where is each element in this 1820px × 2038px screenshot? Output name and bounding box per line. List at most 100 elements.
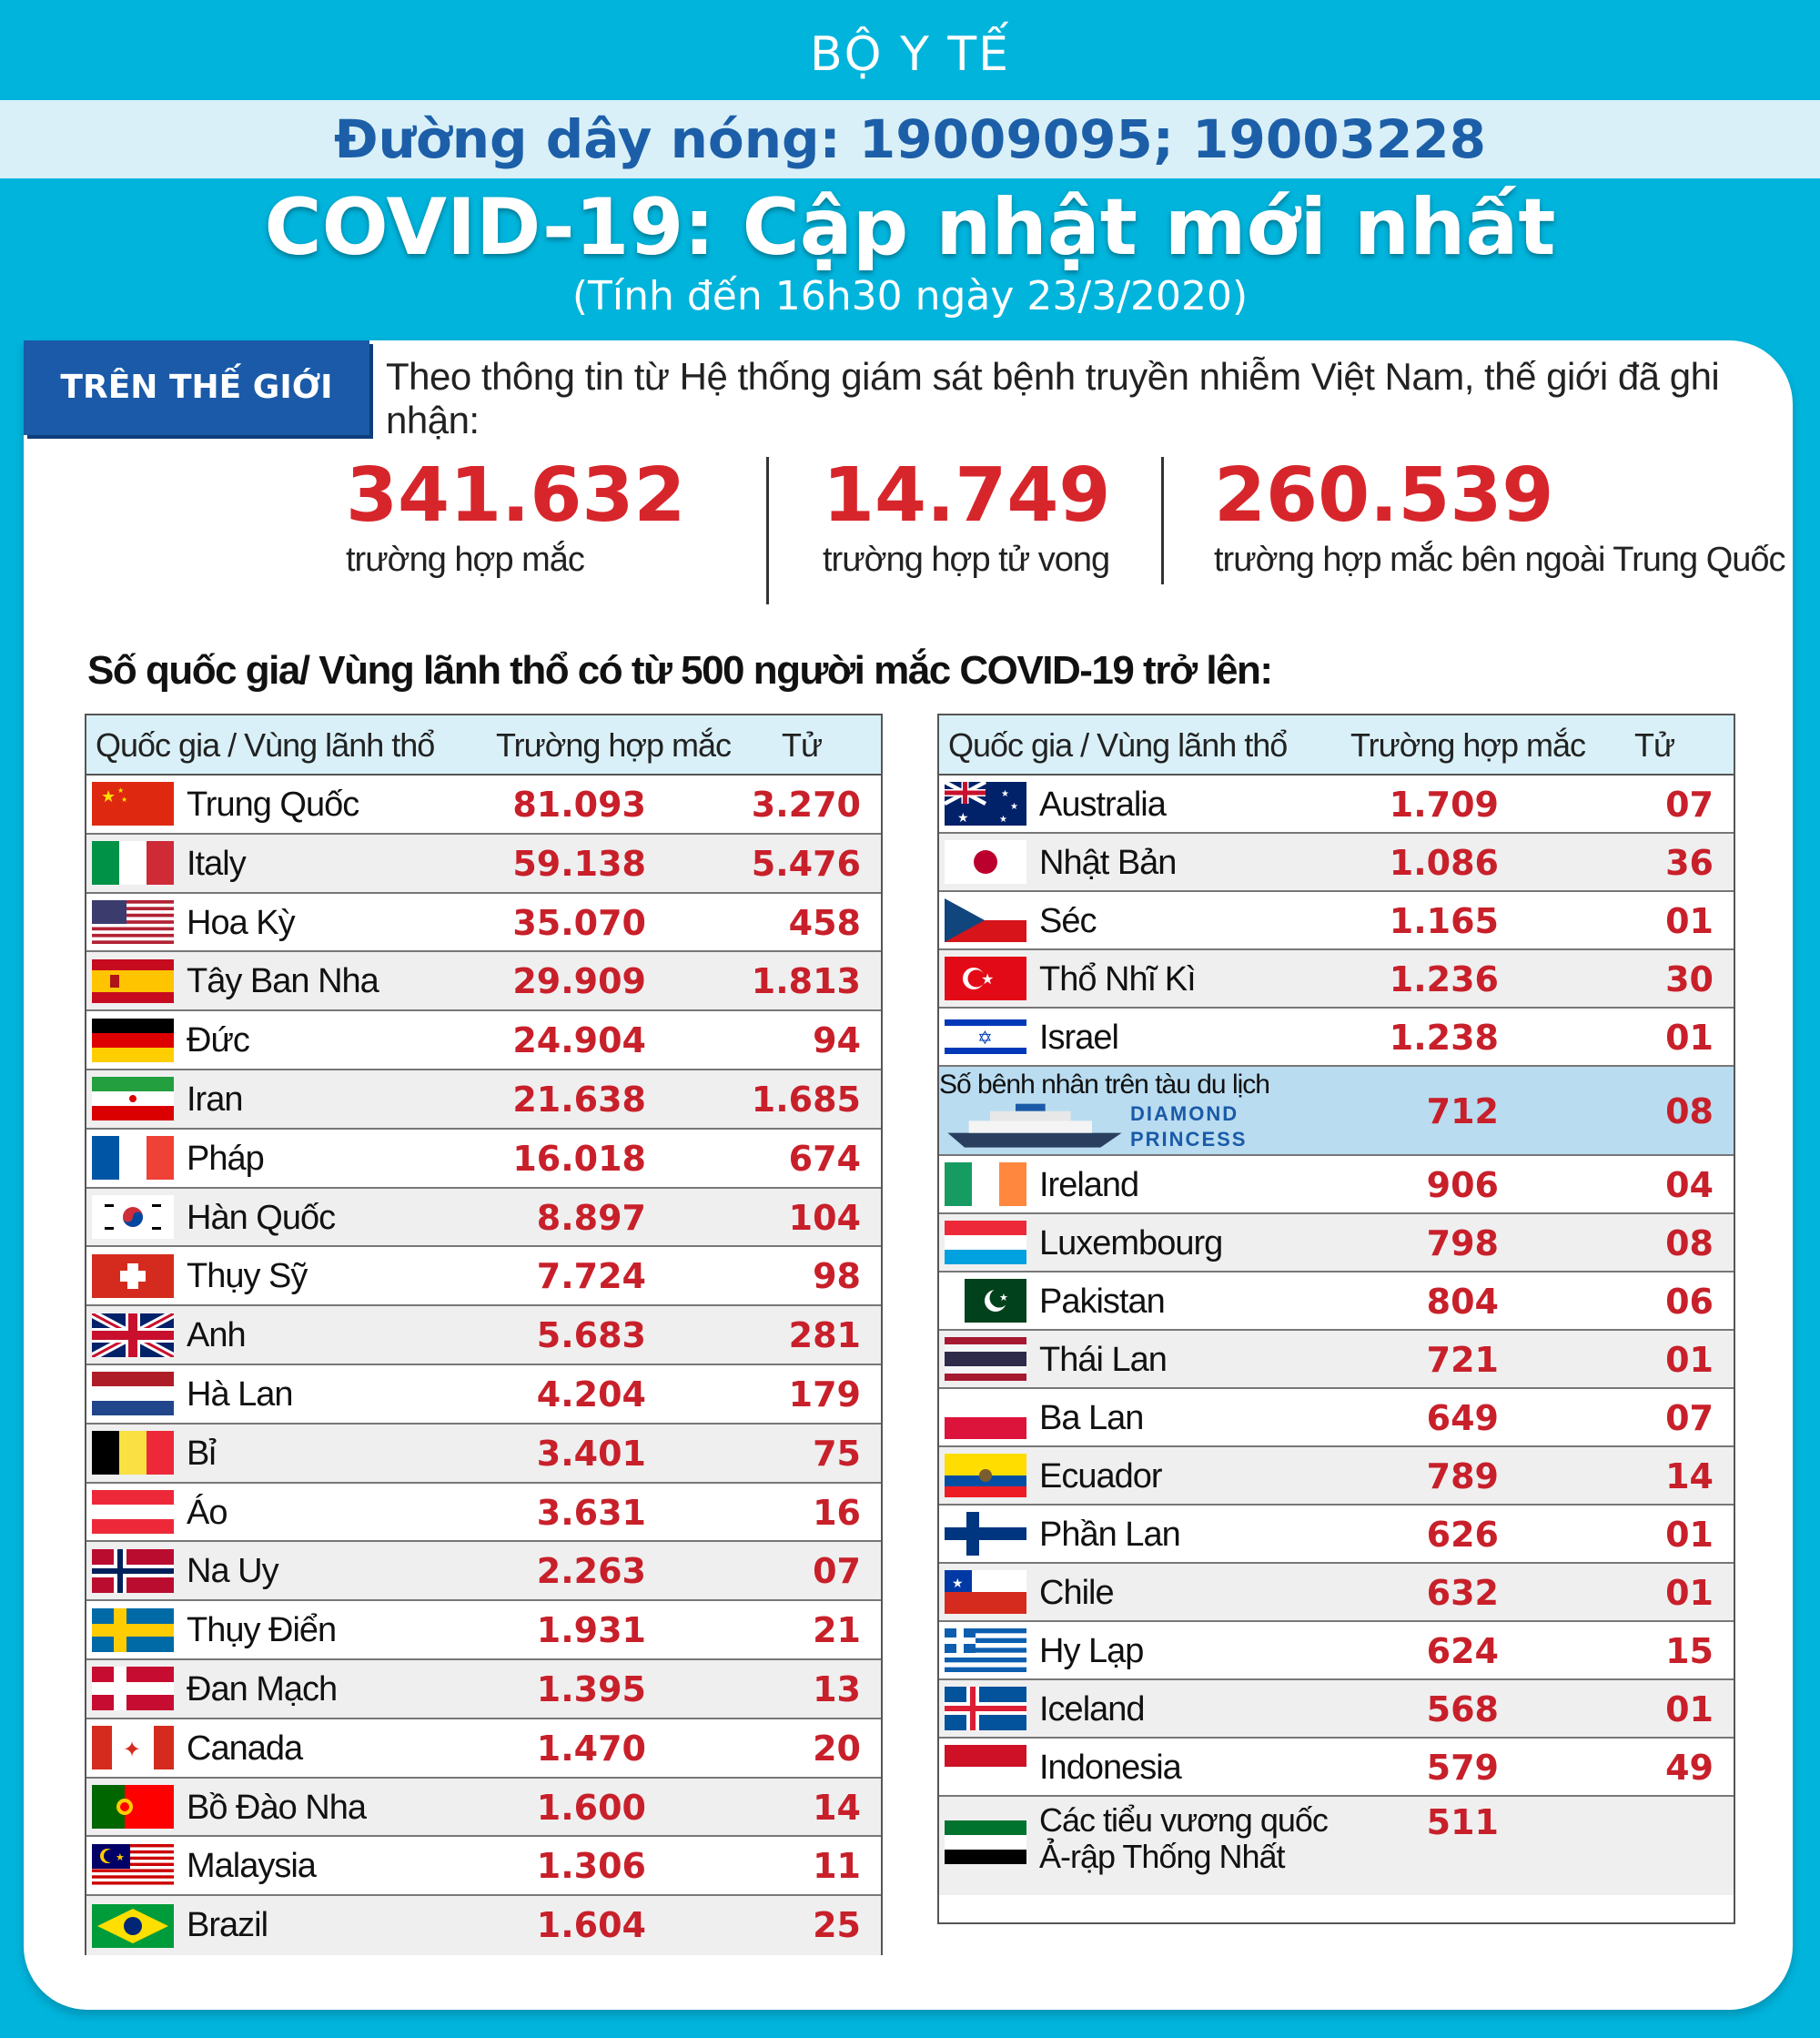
svg-text:★: ★ [1010, 802, 1018, 812]
case-count: 1.600 [536, 1787, 646, 1828]
table-row: Séc 1.165 01 [939, 892, 1734, 950]
header-cases: Trường hợp mắc [496, 726, 732, 764]
case-count: 1.604 [536, 1905, 646, 1946]
table-row: ★ Chile 632 01 [939, 1564, 1734, 1622]
death-count: 94 [813, 1020, 861, 1061]
table-row: Iceland 568 01 [939, 1680, 1734, 1739]
svg-text:✡: ✡ [977, 1029, 993, 1049]
country-name: Bồ Đào Nha [187, 1788, 367, 1827]
iceland-flag-icon [945, 1687, 1026, 1730]
country-name: Italy [187, 844, 247, 883]
table-row: Anh 5.683 281 [86, 1306, 881, 1365]
indonesia-flag-icon [945, 1745, 1026, 1789]
header-country: Quốc gia / Vùng lãnh thổ [948, 726, 1288, 764]
germany-flag-icon [92, 1018, 174, 1062]
case-count: 4.204 [536, 1374, 646, 1414]
death-count: 07 [1665, 1398, 1714, 1438]
iran-flag-icon [92, 1077, 174, 1121]
death-count: 01 [1665, 901, 1714, 941]
case-count: 1.165 [1389, 901, 1499, 941]
case-count: 1.306 [536, 1846, 646, 1887]
stat-outside-china: 260.539 trường hợp mắc bên ngoài Trung Q… [1214, 452, 1786, 583]
australia-flag-icon: ★★★★ [945, 782, 1026, 826]
israel-flag-icon: ✡ [945, 1015, 1026, 1059]
case-count: 1.709 [1389, 785, 1499, 825]
case-count: 8.897 [536, 1197, 646, 1238]
death-count: 75 [813, 1433, 861, 1474]
country-name: Malaysia [187, 1847, 317, 1886]
death-count: 11 [813, 1846, 861, 1887]
table-header: Quốc gia / Vùng lãnh thổ Trường hợp mắc … [86, 715, 881, 824]
case-count: 789 [1426, 1456, 1499, 1496]
death-count: 13 [813, 1668, 861, 1709]
svg-text:✦: ✦ [123, 1738, 141, 1762]
japan-flag-icon [945, 840, 1026, 884]
table-row: Số bệnh nhân trên tàu du lịch DIAMOND PRIN… [939, 1067, 1734, 1156]
divider [1161, 457, 1164, 584]
case-count: 3.631 [536, 1492, 646, 1533]
italy-flag-icon [92, 841, 174, 886]
country-name: Iceland [1039, 1690, 1146, 1729]
case-count: 568 [1426, 1689, 1499, 1729]
sweden-flag-icon [92, 1607, 174, 1652]
table-body: ★ ★ ★ ★ Australia 1.709 07 Nhật Bản 1.086 36 Séc 1.… [939, 776, 1734, 1895]
table-row: ✡ Israel 1.238 01 [939, 1009, 1734, 1067]
death-count: 25 [813, 1905, 861, 1946]
svg-text:★: ★ [957, 810, 969, 825]
death-count: 20 [813, 1728, 861, 1769]
case-count: 5.683 [536, 1315, 646, 1356]
country-name: Tây Ban Nha [187, 962, 379, 1001]
case-count: 7.724 [536, 1256, 646, 1297]
death-count: 30 [1665, 959, 1714, 999]
svg-text:★: ★ [999, 1293, 1008, 1303]
uk-flag-icon [92, 1313, 174, 1357]
svg-text:★: ★ [121, 796, 127, 804]
case-count: 21.638 [512, 1079, 646, 1120]
table-row: ★ ★ ★ ★ Australia 1.709 07 [939, 776, 1734, 834]
country-name: Ireland [1039, 1166, 1139, 1204]
death-count: 16 [813, 1492, 861, 1533]
brazil-flag-icon [92, 1903, 174, 1948]
table-row: Thái Lan 721 01 [939, 1331, 1734, 1389]
table-row: Đức 24.904 94 [86, 1011, 881, 1070]
netherlands-flag-icon [92, 1372, 174, 1416]
stat-label: trường hợp tử vong [823, 541, 1110, 579]
svg-text:★: ★ [101, 787, 116, 806]
case-count: 624 [1426, 1631, 1499, 1671]
table-row: Na Uy 2.263 07 [86, 1542, 881, 1602]
uae-flag-icon [945, 1820, 1026, 1864]
country-name: Đan Mạch [187, 1669, 338, 1708]
case-count: 81.093 [512, 785, 646, 825]
table-row: ★ Malaysia 1.306 11 [86, 1837, 881, 1897]
table-row: Hoa Kỳ 35.070 458 [86, 893, 881, 953]
ecuador-flag-icon [945, 1454, 1026, 1497]
divider [766, 457, 769, 604]
death-count: 36 [1665, 843, 1714, 883]
death-count: 49 [1665, 1748, 1714, 1788]
svg-text:★: ★ [116, 1852, 125, 1863]
table-row: Ireland 906 04 [939, 1156, 1734, 1214]
death-count: 1.813 [751, 961, 861, 1002]
death-count: 5.476 [751, 843, 861, 884]
case-count: 511 [1426, 1802, 1499, 1842]
death-count: 98 [813, 1256, 861, 1297]
country-name: Luxembourg [1039, 1224, 1223, 1262]
country-name: Na Uy [187, 1552, 279, 1591]
page-title: COVID-19: Cập nhật mới nhất [264, 182, 1556, 273]
austria-flag-icon [92, 1489, 174, 1534]
country-name: Hy Lạp [1039, 1632, 1144, 1670]
stat-value: 260.539 [1214, 452, 1554, 539]
cruise-ship-icon [939, 1094, 1130, 1152]
page-subtitle: (Tính đến 16h30 ngày 23/3/2020) [571, 273, 1249, 319]
table-row: Hàn Quốc 8.897 104 [86, 1188, 881, 1248]
stat-total-cases: 341.632 trường hợp mắc [346, 455, 685, 583]
right-country-table: Quốc gia / Vùng lãnh thổ Trường hợp mắc … [937, 714, 1735, 1924]
case-count: 721 [1426, 1340, 1499, 1380]
case-count: 804 [1426, 1282, 1499, 1322]
death-count: 674 [788, 1138, 861, 1179]
case-count: 3.401 [536, 1433, 646, 1474]
south-korea-flag-icon [92, 1194, 174, 1239]
death-count: 08 [1665, 1223, 1714, 1263]
table-row: Thụy Điển 1.931 21 [86, 1601, 881, 1660]
country-name: Thụy Điển [187, 1611, 337, 1650]
